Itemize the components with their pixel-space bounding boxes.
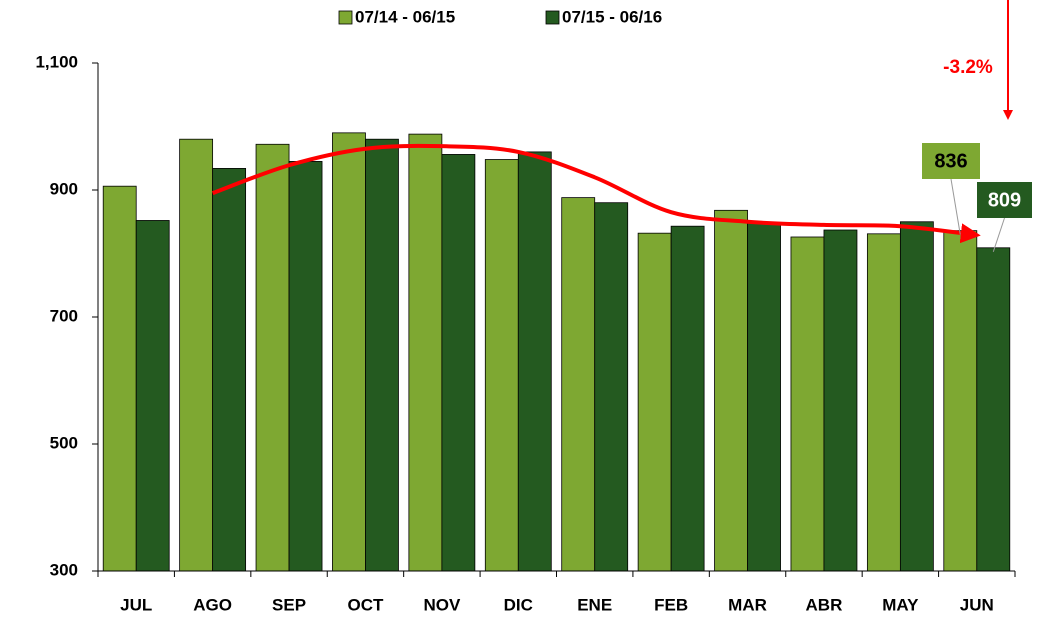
bar	[441, 154, 476, 572]
bar	[899, 221, 934, 572]
y-tick-label: 300	[50, 560, 78, 579]
bars	[102, 132, 1011, 572]
bar	[212, 168, 247, 572]
bar	[365, 138, 399, 572]
bar	[594, 202, 629, 572]
bar	[866, 233, 901, 572]
bar	[332, 132, 366, 572]
legend-swatch	[545, 10, 560, 25]
x-tick-label: DIC	[504, 595, 533, 614]
x-tick-label: AGO	[193, 595, 232, 614]
bar	[288, 161, 323, 572]
y-tick-label: 700	[50, 306, 78, 325]
x-tick-label: OCT	[348, 595, 385, 614]
data-label: 836	[934, 150, 967, 172]
x-tick-label: JUN	[960, 595, 994, 614]
bar	[179, 138, 214, 572]
bar	[255, 143, 290, 572]
x-tick-label: ABR	[806, 595, 843, 614]
bar	[747, 221, 781, 572]
y-tick-label: 1,100	[35, 52, 78, 71]
legend-swatch	[338, 10, 353, 25]
legend-label: 07/15 - 06/16	[562, 7, 662, 26]
bar	[517, 151, 552, 572]
y-tick-label: 500	[50, 433, 78, 452]
annotation: -3.2%	[943, 57, 993, 78]
x-tick-label: FEB	[654, 595, 688, 614]
legend-label: 07/14 - 06/15	[355, 7, 455, 26]
label-box	[922, 143, 980, 179]
x-tick-label: ENE	[577, 595, 612, 614]
bar	[561, 197, 596, 572]
label-box	[977, 182, 1032, 218]
bar	[637, 232, 672, 572]
bar	[135, 220, 170, 572]
bar	[943, 230, 978, 572]
bar	[484, 159, 519, 572]
bar	[823, 229, 858, 572]
bar	[102, 185, 137, 572]
bar	[976, 247, 1011, 572]
data-label: 809	[988, 189, 1021, 211]
x-tick-label: JUL	[120, 595, 152, 614]
trend-line	[211, 143, 981, 244]
overlay: 300 500 700 900 1,100 JUL AGO SEP OCT NOV DIC ENE FE…	[35, 7, 1032, 614]
x-tick-label: MAR	[728, 595, 767, 614]
y-tick-label: 900	[50, 179, 78, 198]
label-leader	[950, 178, 961, 235]
x-tick-label: MAY	[882, 595, 919, 614]
label-leader	[992, 217, 1005, 252]
bar	[408, 133, 443, 572]
x-tick-label: SEP	[272, 595, 306, 614]
bar	[790, 236, 825, 572]
x-tick-label: NOV	[423, 595, 461, 614]
bar	[714, 209, 748, 572]
bar	[670, 225, 705, 572]
